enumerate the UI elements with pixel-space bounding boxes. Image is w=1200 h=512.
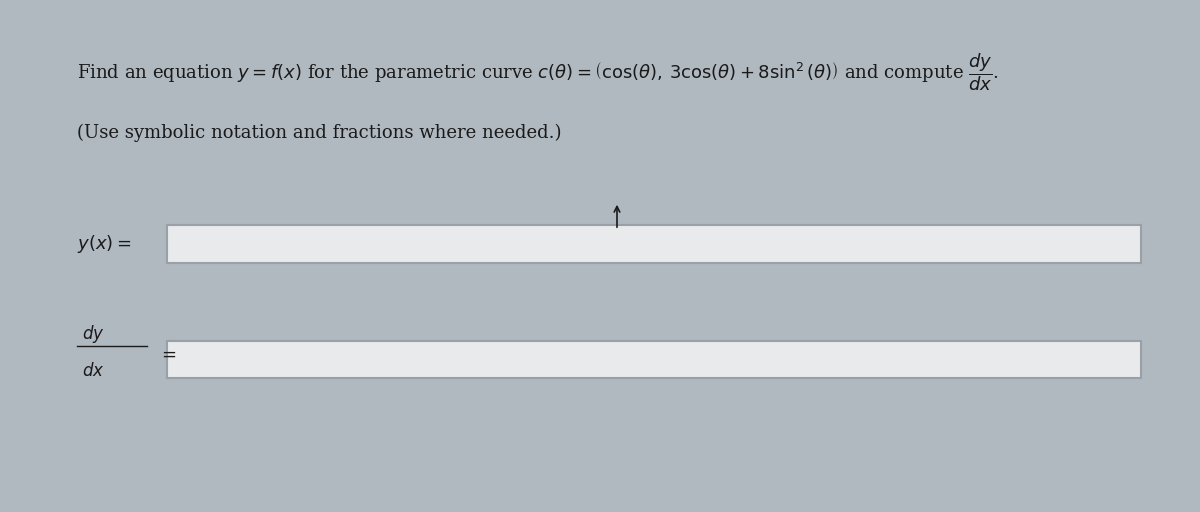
- Text: $=$: $=$: [158, 345, 176, 363]
- Text: $y(x) =$: $y(x) =$: [77, 233, 131, 255]
- Text: (Use symbolic notation and fractions where needed.): (Use symbolic notation and fractions whe…: [77, 124, 562, 142]
- Text: $dy$: $dy$: [83, 324, 104, 346]
- FancyBboxPatch shape: [167, 341, 1141, 378]
- Text: Find an equation $y = f(x)$ for the parametric curve $c(\theta) = \left(\cos(\th: Find an equation $y = f(x)$ for the para…: [77, 51, 998, 93]
- FancyBboxPatch shape: [167, 225, 1141, 263]
- Text: $dx$: $dx$: [83, 362, 104, 380]
